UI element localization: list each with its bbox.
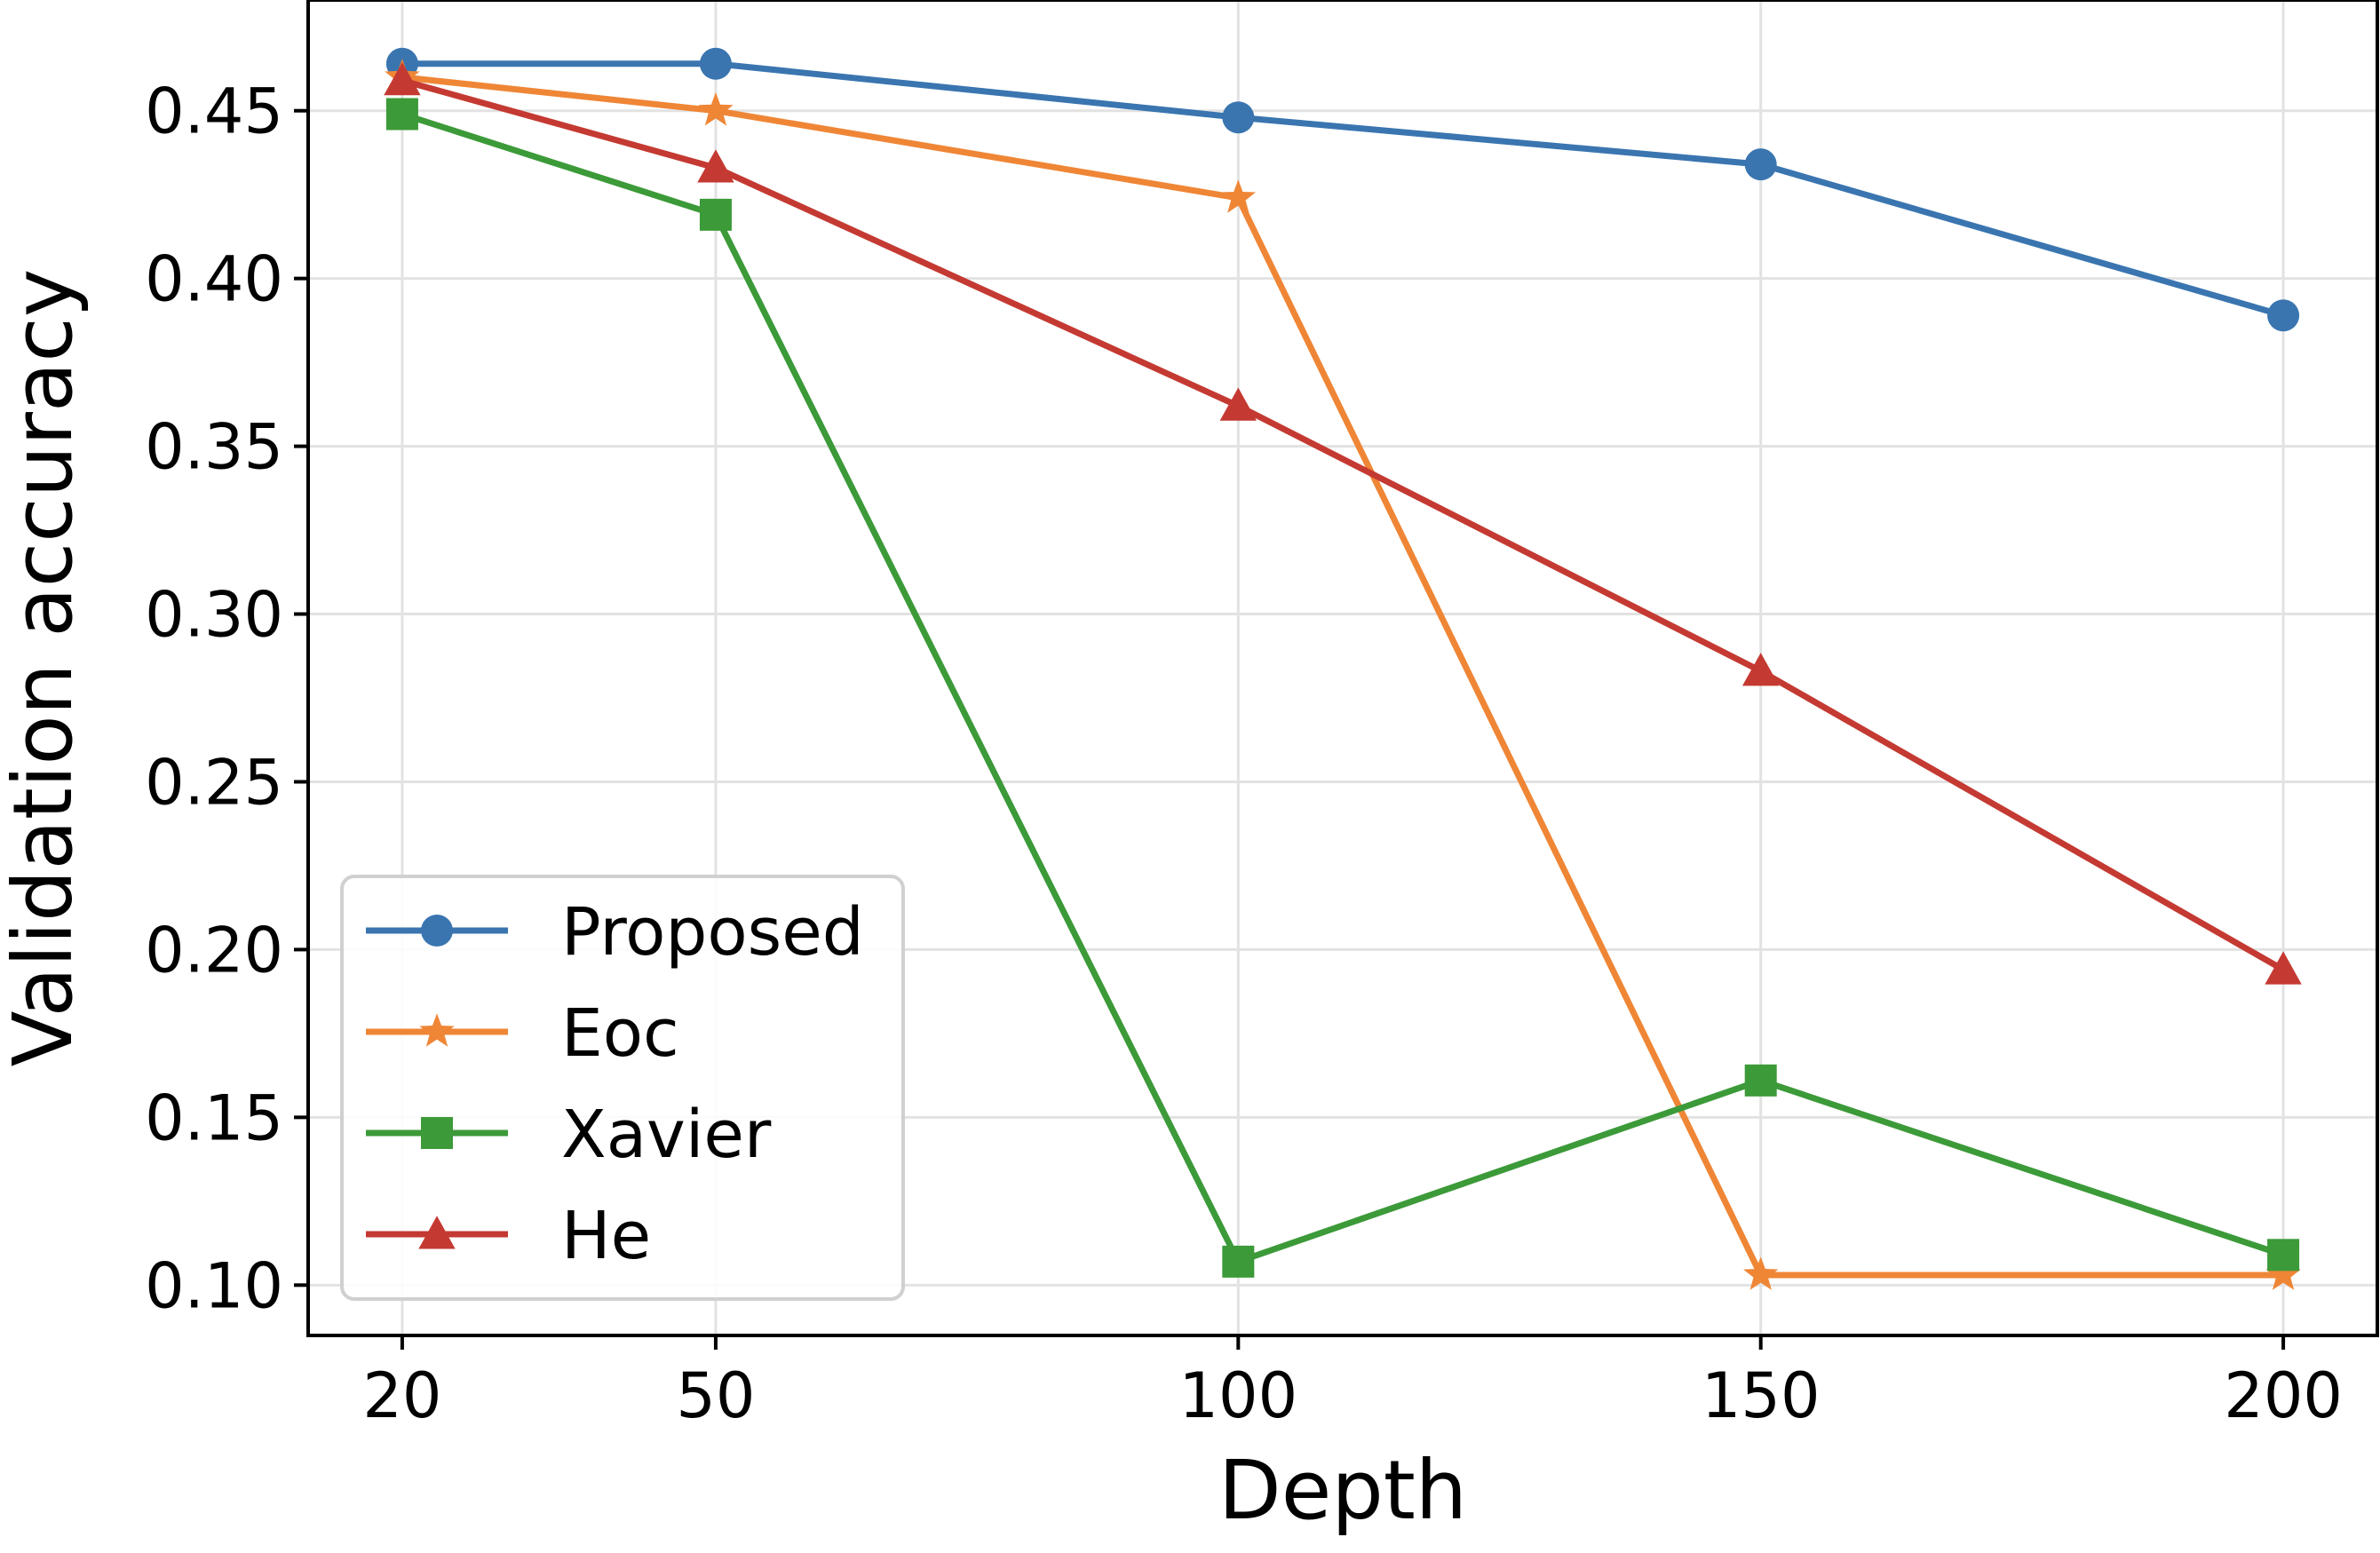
x-axis-title: Depth [1218,1443,1467,1538]
series-he [384,61,2302,985]
data-point-he [384,61,421,96]
legend-marker-he [418,1216,456,1249]
x-tick-label: 100 [1179,1359,1298,1432]
legend: Proposed Eoc Xavier He [340,875,905,1301]
legend-label-eoc: Eoc [561,995,679,1072]
legend-label-he: He [561,1198,651,1274]
y-tick-label: 0.20 [145,914,283,986]
legend-marker-eoc [419,1013,455,1047]
data-point-proposed [1222,101,1255,134]
data-point-he [1742,653,1780,686]
series-line-he [399,77,2287,973]
data-point-eoc [2265,1256,2301,1290]
data-point-xavier [385,98,418,131]
data-point-proposed [699,47,732,80]
y-axis-title: Validation accuracy [0,269,91,1067]
data-point-xavier [2267,1239,2300,1272]
data-point-proposed [1744,148,1777,181]
y-tick-label: 0.10 [145,1249,283,1322]
data-point-eoc [1743,1256,1779,1290]
data-point-eoc [698,92,734,126]
x-tick-label: 20 [362,1359,441,1432]
y-tick-label: 0.40 [145,243,283,316]
plot-frame [306,0,2379,1337]
data-point-xavier [1744,1064,1777,1097]
legend-label-xavier: Xavier [561,1097,772,1173]
x-tick-label: 200 [2224,1359,2343,1432]
y-tick-label: 0.45 [145,75,283,148]
legend-marker-xavier [421,1117,453,1149]
y-tick-label: 0.15 [145,1082,283,1154]
series-layer [384,47,2302,1290]
y-tick-label: 0.30 [145,579,283,652]
legend-label-proposed: Proposed [561,894,864,971]
legend-box [340,875,905,1301]
data-point-he [2265,951,2302,985]
data-point-he [1219,387,1257,421]
data-point-xavier [699,198,732,231]
data-point-proposed [2267,299,2300,332]
data-point-eoc [1220,179,1257,213]
y-tick-label: 0.25 [145,746,283,819]
x-tick-label: 50 [676,1359,755,1432]
data-point-xavier [1222,1245,1255,1278]
data-point-he [697,149,734,183]
tick-layer: 0.10 0.15 0.20 0.25 0.30 0.35 0.40 0.45 20 50 100 1… [145,75,2343,1432]
y-tick-label: 0.35 [145,411,283,484]
series-proposed [385,47,2300,332]
legend-marker-proposed [421,915,453,947]
series-xavier [385,98,2300,1278]
x-tick-label: 150 [1702,1359,1821,1432]
